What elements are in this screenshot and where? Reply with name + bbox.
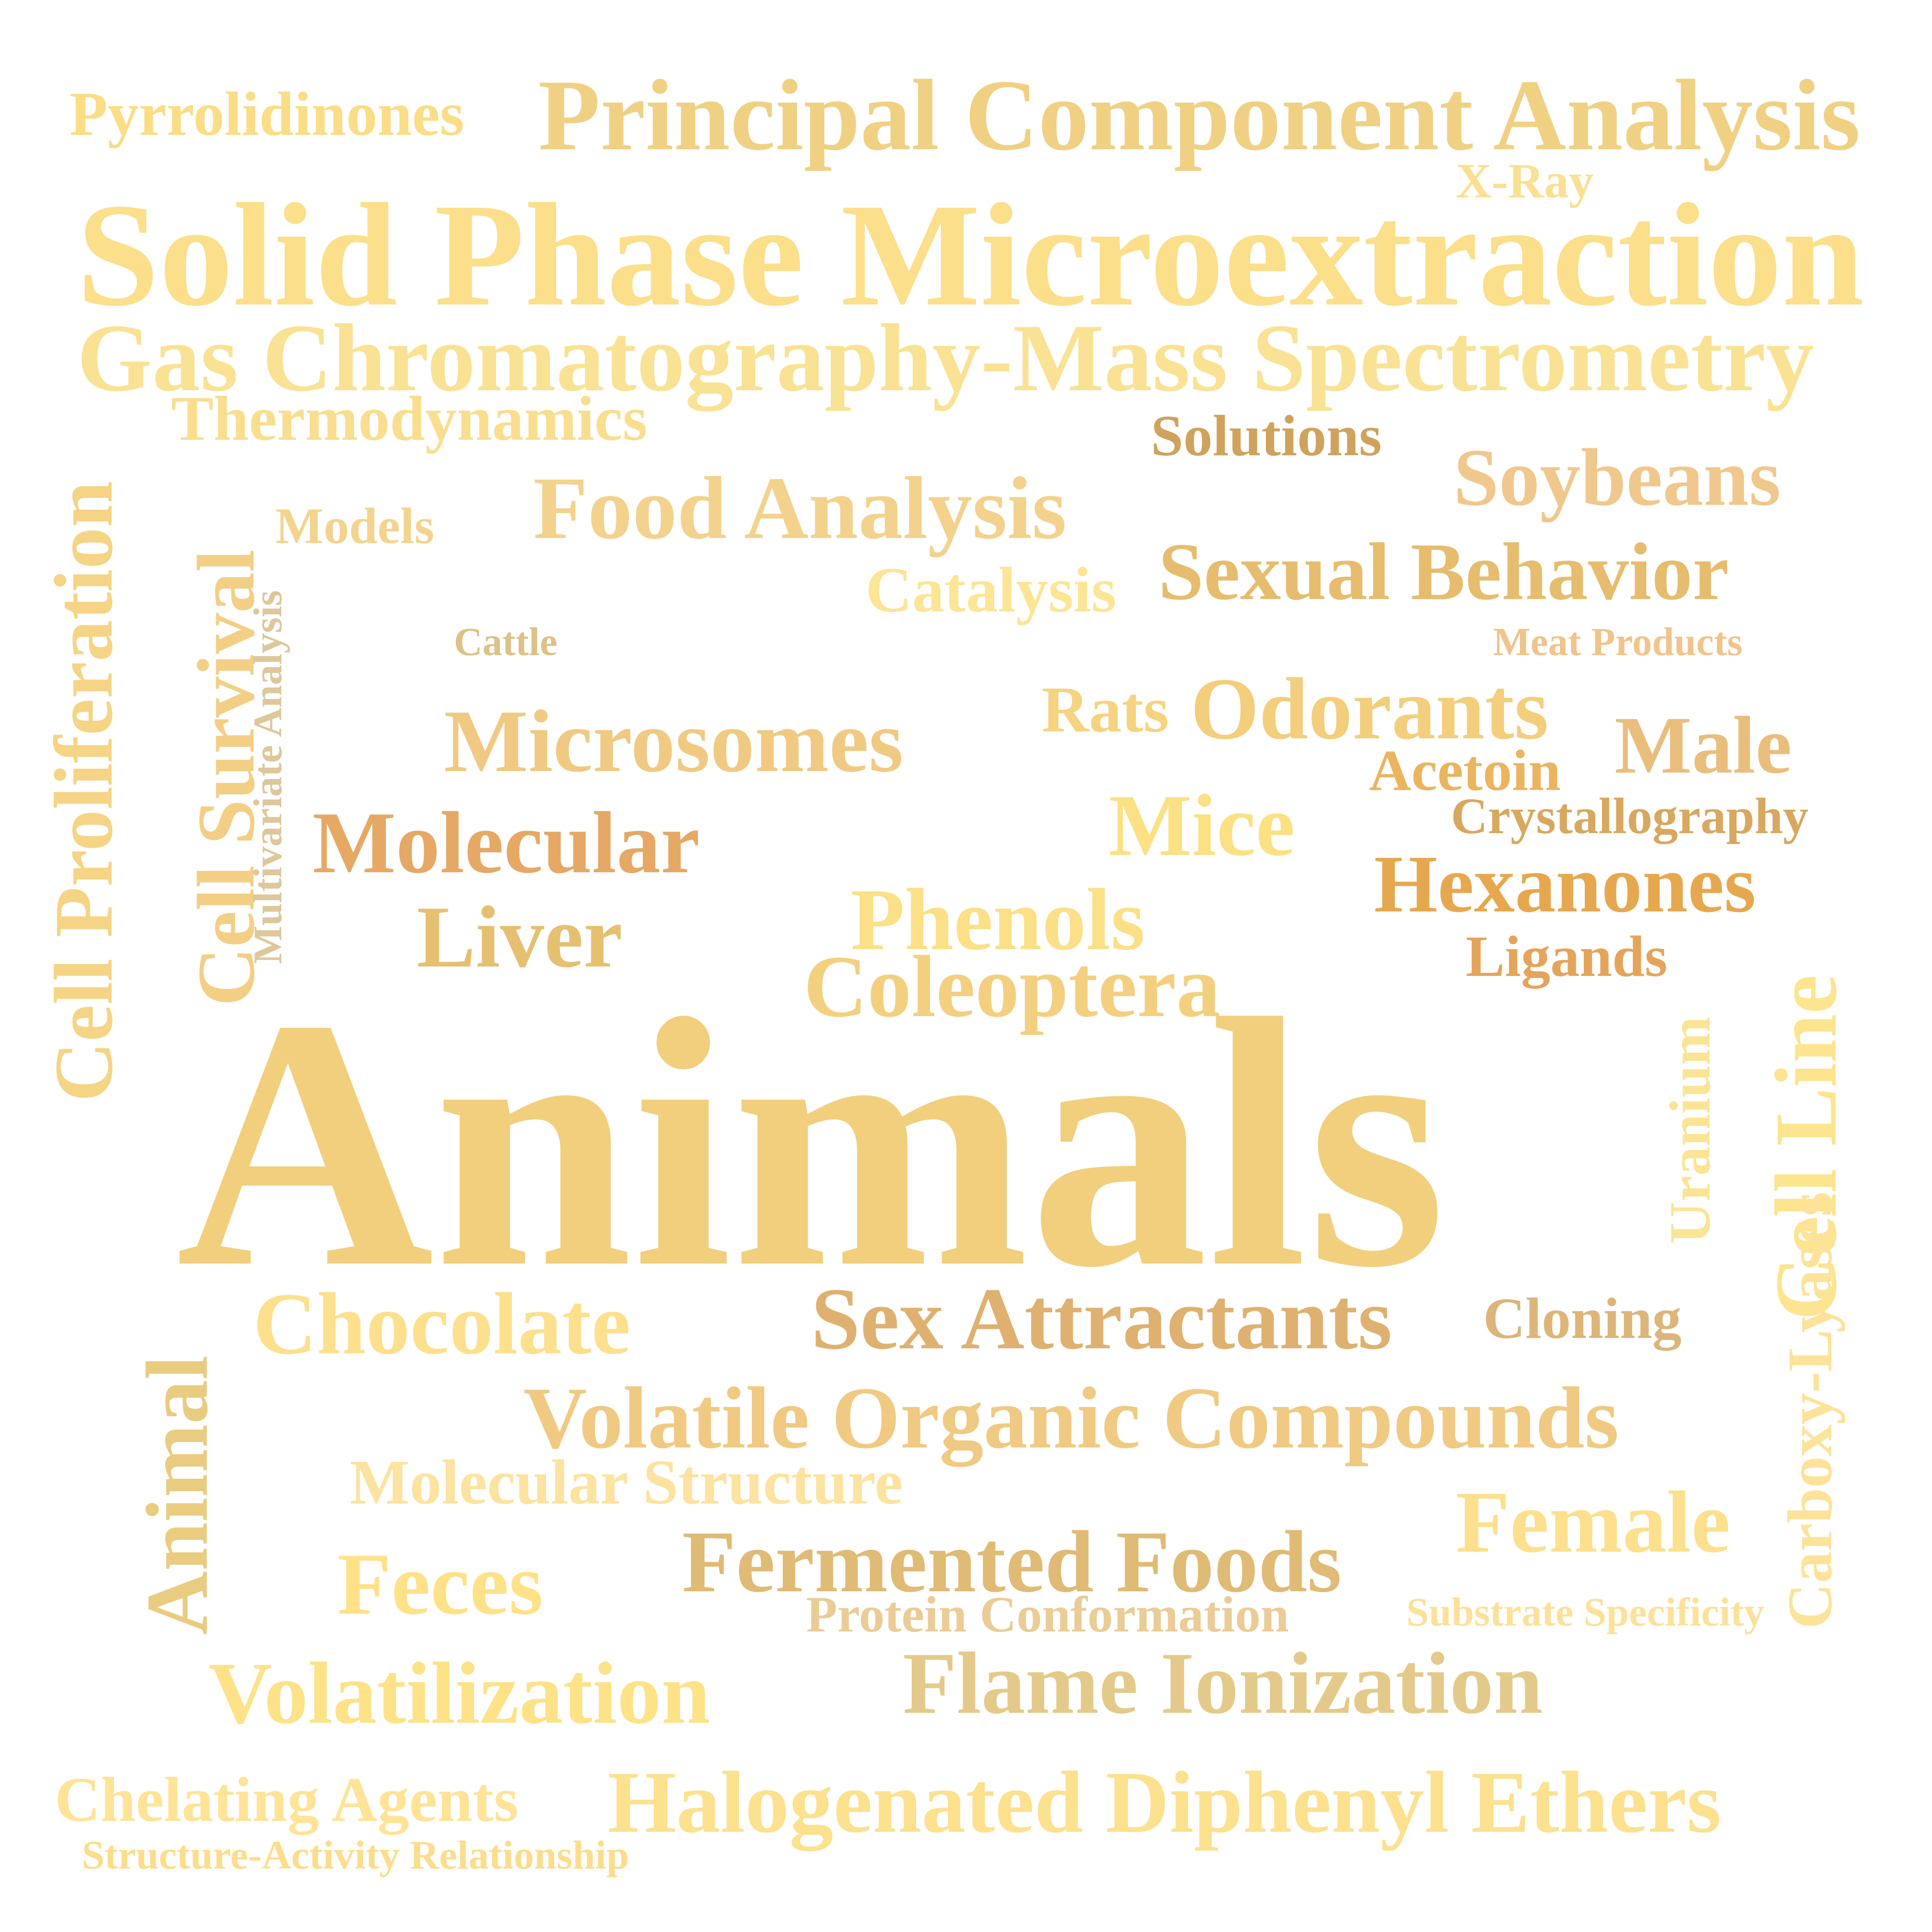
- word-uranium: Uranium: [1657, 1016, 1723, 1244]
- word-sex-attractants: Sex Attractants: [811, 1269, 1392, 1368]
- word-cell-proliferation: Cell Proliferation: [37, 481, 130, 1102]
- word-female: Female: [1456, 1473, 1731, 1571]
- word-phenols: Phenols: [851, 870, 1145, 968]
- word-multivariate-analysis: Multivariate Analysis: [245, 590, 290, 964]
- word-feces: Feces: [337, 1535, 544, 1633]
- word-molecular-structure: Molecular Structure: [350, 1447, 903, 1517]
- word-chelating-agents: Chelating Agents: [55, 1764, 519, 1835]
- word-animals: Animals: [176, 945, 1446, 1341]
- word-carboxy-lyases: Carboxy-Lyases: [1774, 1192, 1845, 1629]
- word-sexual-behavior: Sexual Behavior: [1158, 526, 1729, 617]
- word-meat-products: Meat Products: [1493, 620, 1743, 664]
- word-structure-activity-relationship: Structure-Activity Relationship: [82, 1832, 629, 1877]
- word-models: Models: [275, 498, 435, 554]
- word-catalysis: Catalysis: [866, 554, 1117, 626]
- word-x-ray: X-Ray: [1456, 153, 1594, 208]
- word-molecular: Molecular: [312, 793, 700, 892]
- word-odorants: Odorants: [1190, 660, 1549, 758]
- word-pyrrolidinones: Pyrrolidinones: [69, 80, 464, 149]
- word-coleoptera: Coleoptera: [804, 937, 1221, 1035]
- word-chocolate: Chocolate: [253, 1274, 631, 1373]
- word-fermented-foods: Fermented Foods: [682, 1512, 1342, 1611]
- word-volatilization: Volatilization: [208, 1644, 711, 1742]
- word-principal-component-analysis: Principal Component Analysis: [538, 59, 1861, 172]
- word-microsomes: Microsomes: [444, 692, 904, 790]
- word-crystallography: Crystallography: [1451, 788, 1808, 845]
- word-solutions: Solutions: [1151, 403, 1382, 468]
- word-cattle: Cattle: [454, 620, 558, 664]
- word-thermodynamics: Thermodynamics: [171, 383, 647, 454]
- word-liver: Liver: [417, 888, 623, 986]
- word-ligands: Ligands: [1466, 924, 1668, 989]
- word-volatile-organic-compounds: Volatile Organic Compounds: [523, 1369, 1619, 1467]
- word-solid-phase-microextraction: Solid Phase Microextraction: [77, 173, 1865, 337]
- word-soybeans: Soybeans: [1453, 432, 1781, 523]
- word-halogenated-diphenyl-ethers: Halogenated Diphenyl Ethers: [608, 1753, 1721, 1851]
- word-acetoin: Acetoin: [1369, 738, 1561, 803]
- word-flame-ionization: Flame Ionization: [903, 1634, 1543, 1732]
- word-cloning: Cloning: [1483, 1286, 1682, 1351]
- word-gas-chromatography-mass-spectrometry: Gas Chromatography-Mass Spectrometry: [77, 304, 1814, 412]
- word-male: Male: [1615, 700, 1792, 790]
- word-mice: Mice: [1109, 776, 1295, 874]
- word-food-analysis: Food Analysis: [533, 459, 1067, 557]
- word-hexanones: Hexanones: [1374, 839, 1756, 929]
- word-substrate-specificity: Substrate Specificity: [1406, 1589, 1764, 1634]
- word-rats: Rats: [1042, 673, 1169, 746]
- word-protein-conformation: Protein Conformation: [806, 1586, 1289, 1643]
- word-animal: Animal: [127, 1355, 226, 1635]
